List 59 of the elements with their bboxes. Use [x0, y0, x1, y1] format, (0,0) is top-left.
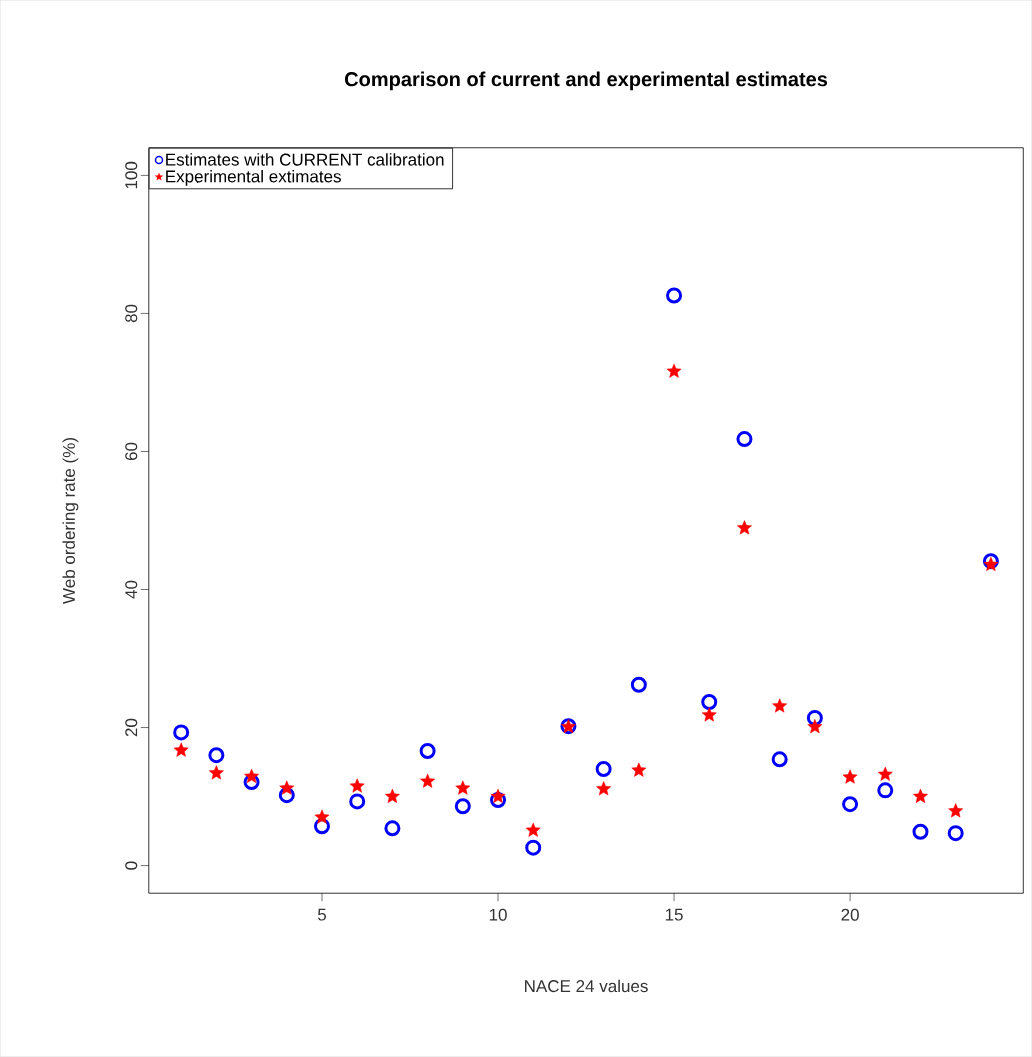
x-tick-label: 10 [489, 908, 507, 921]
point [419, 743, 436, 760]
point [842, 796, 859, 813]
y-tick-label: 20 [125, 718, 138, 737]
point [806, 709, 823, 726]
point [666, 363, 682, 378]
point [772, 698, 788, 713]
point [947, 825, 964, 842]
point [278, 787, 295, 804]
y-tick-label: 100 [125, 161, 138, 189]
y-tick-label: 60 [125, 442, 138, 461]
point [490, 788, 506, 803]
point [384, 820, 401, 837]
chart-title: Comparison of current and experimental estimates [344, 71, 828, 91]
point [314, 809, 330, 824]
point [877, 782, 894, 799]
point [490, 792, 507, 809]
legend-label: Experimental extimates [166, 169, 341, 186]
x-axis-title: NACE 24 values [525, 979, 648, 993]
point [701, 707, 717, 722]
point [420, 773, 435, 788]
x-tick-label: 20 [841, 908, 859, 921]
point [630, 676, 647, 693]
point [948, 803, 964, 818]
y-axis-title: Web ordering rate (%) [62, 438, 79, 604]
point [173, 742, 189, 757]
point [525, 839, 542, 856]
x-tick-label: 5 [317, 908, 326, 921]
point [208, 747, 225, 764]
y-tick-label: 0 [125, 861, 138, 870]
point [631, 762, 647, 777]
point [666, 287, 683, 304]
point [455, 780, 471, 795]
point [701, 694, 718, 711]
point [807, 719, 823, 734]
legend-label: Estimates with CURRENT calibration [166, 153, 444, 166]
point [736, 431, 753, 448]
point [244, 768, 259, 783]
point [349, 778, 365, 793]
point [912, 823, 929, 840]
point [454, 798, 471, 815]
point [173, 724, 190, 741]
point [737, 520, 752, 535]
point [243, 774, 260, 791]
point [385, 788, 400, 803]
point [877, 766, 893, 781]
point [208, 765, 224, 780]
point [349, 793, 366, 810]
point [595, 760, 612, 777]
point [279, 780, 295, 795]
point [771, 751, 788, 768]
y-tick-label: 40 [125, 580, 138, 599]
y-tick-label: 80 [125, 304, 138, 323]
point [525, 822, 541, 837]
point [596, 781, 612, 796]
point [313, 818, 330, 835]
x-tick-label: 15 [665, 908, 683, 921]
point [913, 788, 928, 803]
point [842, 769, 858, 784]
